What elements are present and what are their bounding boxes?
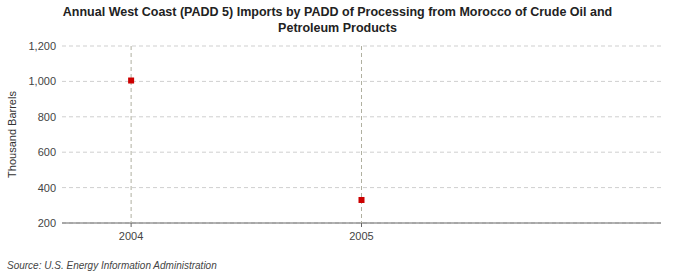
x-guide-line	[361, 46, 362, 223]
x-tick-label: 2004	[119, 230, 143, 242]
points	[128, 78, 364, 203]
x-tick-label: 2005	[349, 230, 373, 242]
y-tick-label: 600	[38, 146, 56, 158]
y-tick-label: 1,200	[28, 40, 56, 52]
chart: Annual West Coast (PADD 5) Imports by PA…	[0, 0, 675, 275]
grid	[62, 46, 661, 223]
x-guides	[131, 46, 361, 223]
y-tick-label: 1,000	[28, 75, 56, 87]
title-line: Annual West Coast (PADD 5) Imports by PA…	[63, 5, 612, 19]
x-tick	[361, 223, 362, 227]
point	[128, 78, 134, 84]
x-guide-line	[131, 46, 132, 223]
y-tick-label: 400	[38, 182, 56, 194]
y-axis-label: Thousand Barrels	[6, 91, 18, 178]
y-tick-label: 200	[38, 217, 56, 229]
source: Source: U.S. Energy Information Administ…	[7, 260, 217, 271]
x-tick	[131, 223, 132, 227]
title-line: Petroleum Products	[278, 21, 397, 35]
point	[359, 197, 365, 203]
axes: 200 400 600 800 1,000 1,200 2004 2005	[28, 40, 661, 242]
title: Annual West Coast (PADD 5) Imports by PA…	[63, 5, 612, 35]
y-tick-label: 800	[38, 111, 56, 123]
